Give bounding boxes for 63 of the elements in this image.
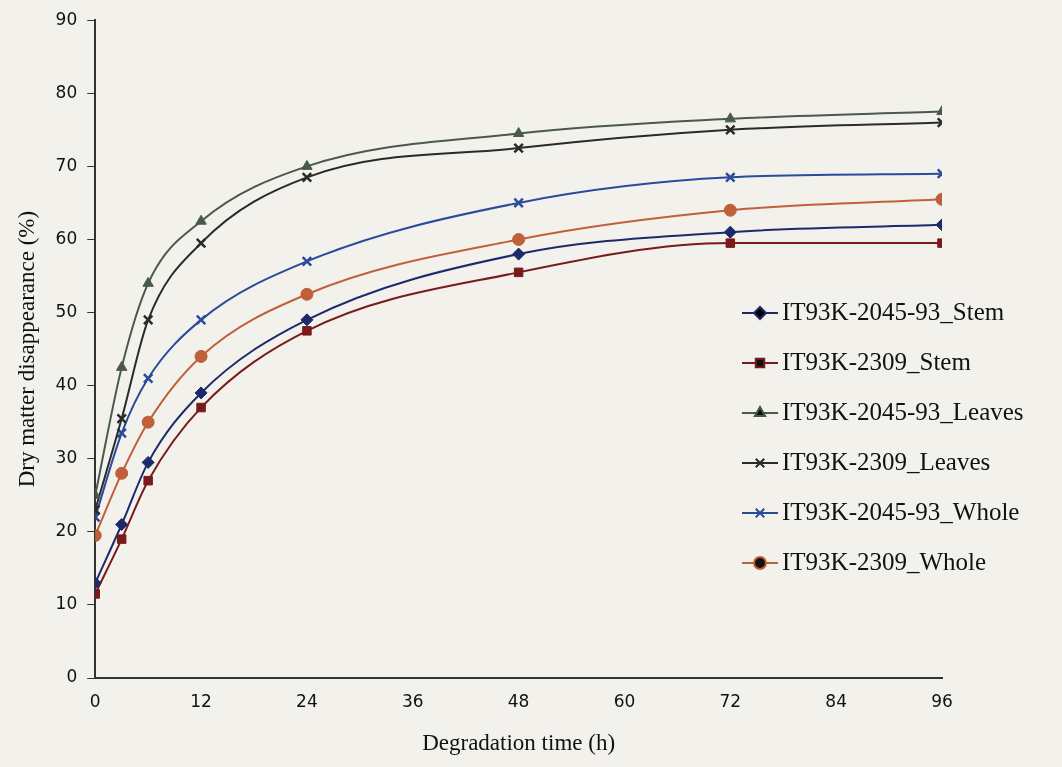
y-tick-label: 80 bbox=[55, 81, 78, 102]
point bbox=[724, 112, 736, 123]
legend-label: IT93K-2309_Leaves bbox=[782, 447, 991, 475]
point bbox=[301, 171, 313, 183]
x-tick-label: 84 bbox=[825, 690, 847, 711]
x-tick-label: 12 bbox=[190, 690, 212, 711]
point bbox=[195, 237, 207, 249]
point bbox=[142, 314, 154, 326]
y-tick-label: 10 bbox=[55, 593, 78, 614]
x-tick-label: 48 bbox=[507, 690, 530, 711]
legend-label: IT93K-2309_Stem bbox=[782, 347, 972, 375]
point bbox=[196, 402, 206, 413]
point bbox=[513, 142, 525, 154]
point bbox=[194, 349, 208, 363]
point bbox=[513, 197, 525, 209]
point bbox=[301, 159, 313, 170]
point bbox=[141, 415, 155, 429]
legend-label: IT93K-2309_Whole bbox=[782, 547, 987, 575]
legend-label: IT93K-2045-93_Whole bbox=[782, 497, 1020, 525]
point bbox=[723, 225, 737, 239]
y-tick-label: 90 bbox=[55, 8, 78, 29]
point bbox=[723, 203, 737, 217]
y-axis-title: Dry matter disappearance (%) bbox=[13, 210, 39, 488]
y-tick-label: 60 bbox=[55, 227, 78, 248]
point bbox=[302, 326, 312, 336]
point bbox=[143, 475, 153, 486]
y-tick-label: 30 bbox=[55, 447, 78, 468]
point bbox=[725, 238, 736, 248]
point bbox=[512, 126, 525, 137]
point bbox=[195, 214, 207, 225]
x-tick-label: 60 bbox=[613, 690, 636, 711]
point bbox=[513, 267, 524, 278]
point bbox=[724, 124, 736, 136]
x-tick-label: 96 bbox=[931, 690, 953, 711]
point bbox=[142, 276, 154, 287]
x-tick-label: 0 bbox=[89, 690, 101, 711]
point bbox=[194, 386, 208, 400]
x-tick-label: 72 bbox=[719, 690, 742, 711]
point bbox=[116, 360, 128, 371]
point bbox=[115, 466, 129, 480]
point bbox=[512, 232, 526, 246]
point bbox=[141, 455, 155, 469]
point bbox=[116, 427, 128, 439]
point bbox=[116, 413, 128, 425]
point bbox=[512, 247, 526, 261]
y-tick-label: 20 bbox=[55, 520, 78, 541]
x-axis-title: Degradation time (h) bbox=[422, 730, 616, 756]
x-tick-label: 24 bbox=[296, 690, 318, 711]
point bbox=[301, 255, 313, 267]
y-tick-label: 70 bbox=[55, 154, 78, 175]
point bbox=[115, 518, 129, 532]
y-tick-label: 50 bbox=[55, 300, 78, 321]
x-tick-label: 36 bbox=[401, 690, 424, 711]
point bbox=[195, 314, 207, 326]
point bbox=[300, 313, 314, 327]
y-tick-label: 40 bbox=[55, 374, 78, 395]
point bbox=[142, 372, 154, 384]
point bbox=[724, 171, 736, 183]
point bbox=[116, 534, 127, 544]
point bbox=[300, 287, 314, 301]
legend-label: IT93K-2045-93_Stem bbox=[782, 297, 1005, 325]
legend-label: IT93K-2045-93_Leaves bbox=[782, 397, 1024, 425]
y-tick-label: 0 bbox=[66, 666, 78, 687]
